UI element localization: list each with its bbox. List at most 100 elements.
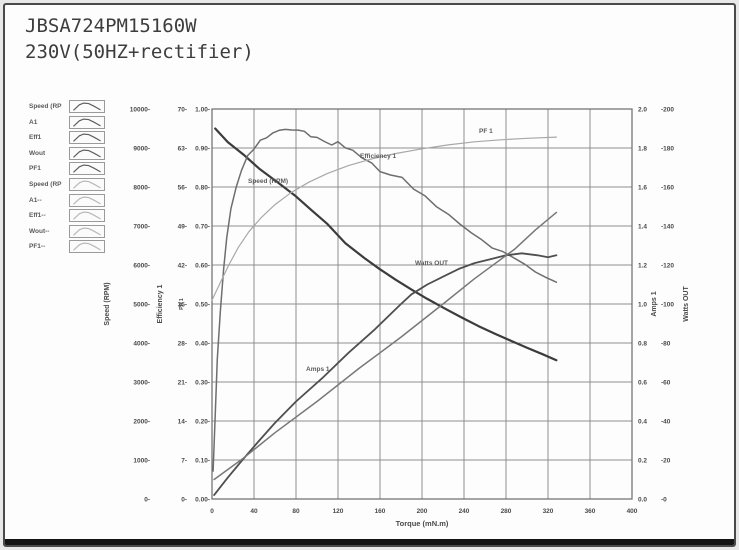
tick-label-amps: 1.4 bbox=[638, 223, 647, 230]
legend-label: Eff1-- bbox=[29, 212, 46, 220]
tick-label-pf: 0.40- bbox=[195, 340, 210, 347]
curve-annotation-efficiency-1: Efficiency 1 bbox=[360, 153, 397, 160]
tick-label-speed: 0- bbox=[144, 496, 150, 503]
tick-label-eff: 14- bbox=[178, 418, 187, 425]
legend-curve-thumbnail bbox=[69, 193, 105, 207]
tick-label-x: 0 bbox=[210, 508, 214, 515]
tick-label-pf: 0.10- bbox=[195, 457, 210, 464]
tick-label-x: 400 bbox=[627, 508, 638, 515]
legend-label: A1-- bbox=[29, 196, 42, 204]
tick-label-eff: 35- bbox=[178, 301, 187, 308]
legend-label: PF1-- bbox=[29, 243, 46, 251]
y-axis-pf: 0.00- 0.10- 0.20- 0.30- 0.40- 0.50- 0.60- 0.70-… bbox=[195, 106, 210, 503]
tick-label-watts: -0 bbox=[661, 496, 667, 503]
tick-label-amps: 1.2 bbox=[638, 262, 647, 269]
y-axis-title-watts: Watts OUT bbox=[683, 286, 690, 322]
model-title: JBSA724PM15160W bbox=[25, 15, 197, 37]
tick-label-speed: 7000- bbox=[133, 223, 150, 230]
tick-label-watts: -20 bbox=[661, 457, 671, 464]
y-axis-title-amps: Amps 1 bbox=[651, 291, 658, 316]
tick-label-pf: 0.90- bbox=[195, 145, 210, 152]
legend-curve-thumbnail bbox=[69, 115, 105, 129]
legend-label: A1 bbox=[29, 118, 38, 126]
legend-item-a1[interactable]: A1-- bbox=[29, 193, 109, 207]
tick-label-amps: 1.6 bbox=[638, 184, 647, 191]
series-pf-1 bbox=[211, 136, 557, 301]
tick-label-x: 320 bbox=[543, 508, 554, 515]
curve-annotation-pf-1: PF 1 bbox=[479, 128, 493, 135]
tick-label-amps: 0.8 bbox=[638, 340, 647, 347]
tick-label-pf: 0.00- bbox=[195, 496, 210, 503]
tick-label-eff: 63- bbox=[178, 145, 187, 152]
tick-label-amps: 2.0 bbox=[638, 106, 647, 113]
legend-item-eff1[interactable]: Eff1 bbox=[29, 131, 109, 145]
series-watts-out bbox=[213, 252, 558, 496]
legend-label: Wout-- bbox=[29, 227, 50, 235]
tick-label-speed: 1000- bbox=[133, 457, 150, 464]
tick-label-eff: 0- bbox=[181, 496, 187, 503]
legend-item-wout[interactable]: Wout bbox=[29, 146, 109, 160]
tick-label-x: 80 bbox=[292, 508, 300, 515]
tick-label-amps: 0.4 bbox=[638, 418, 647, 425]
tick-label-eff: 21- bbox=[178, 379, 187, 386]
performance-chart: 0-1000-2000-3000-4000-5000-6000-7000-800… bbox=[104, 106, 690, 528]
tick-label-pf: 0.20- bbox=[195, 418, 210, 425]
legend-item-pf1[interactable]: PF1 bbox=[29, 162, 109, 176]
tick-label-eff: 49- bbox=[178, 223, 187, 230]
tick-label-x: 120 bbox=[333, 508, 344, 515]
tick-label-speed: 2000- bbox=[133, 418, 150, 425]
legend-curve-thumbnail bbox=[69, 240, 105, 254]
tick-label-speed: 6000- bbox=[133, 262, 150, 269]
legend-label: Speed (RP bbox=[29, 103, 62, 110]
legend-curve-thumbnail bbox=[69, 131, 105, 145]
tick-label-eff: 70- bbox=[178, 106, 187, 113]
legend-item-pf1[interactable]: PF1-- bbox=[29, 240, 109, 254]
y-axis-amps: 0.0 0.2 0.4 0.6 0.8 1.0 1.2 1.4 1.6 1.8 2.0 bbox=[638, 106, 647, 503]
tick-label-watts: -140 bbox=[661, 223, 674, 230]
legend-label: Wout bbox=[29, 149, 46, 157]
tick-label-pf: 0.80- bbox=[195, 184, 210, 191]
legend-label: Eff1 bbox=[29, 134, 42, 142]
tick-label-watts: -60 bbox=[661, 379, 671, 386]
curve-annotation-speed-rpm: Speed (RPM) bbox=[248, 178, 288, 185]
tick-label-eff: 56- bbox=[178, 184, 187, 191]
y-axis-title-pf: PF 1 bbox=[179, 298, 185, 310]
y-axis-watts: -0 -20 -40 -60 -80 -100 -120 -140 -160 -180 -200 bbox=[661, 106, 674, 503]
tick-label-pf: 0.30- bbox=[195, 379, 210, 386]
tick-label-amps: 0.6 bbox=[638, 379, 647, 386]
legend-item-speed-rp[interactable]: Speed (RP bbox=[29, 177, 109, 191]
chart-legend: Speed (RP A1 Eff1 Wout PF1 Speed (RP A1-- Eff1-… bbox=[29, 100, 109, 256]
legend-label: Speed (RP bbox=[29, 180, 62, 188]
legend-item-speed-rp[interactable]: Speed (RP bbox=[29, 100, 109, 113]
tick-label-watts: -100 bbox=[661, 301, 674, 308]
series-efficiency-1 bbox=[212, 128, 558, 472]
title-block: JBSA724PM15160W 230V(50HZ+rectifier) bbox=[25, 13, 254, 65]
tick-label-pf: 0.70- bbox=[195, 223, 210, 230]
legend-item-eff1[interactable]: Eff1-- bbox=[29, 209, 109, 223]
tick-label-x: 240 bbox=[459, 508, 470, 515]
tick-label-speed: 3000- bbox=[133, 379, 150, 386]
tick-label-watts: -200 bbox=[661, 106, 674, 113]
tick-label-pf: 1.00- bbox=[195, 106, 210, 113]
y-axis-title-eff: Efficiency 1 bbox=[157, 284, 164, 323]
legend-curve-thumbnail bbox=[69, 146, 105, 160]
series-speed-rpm bbox=[214, 127, 558, 362]
curve-annotation-watts-out: Watts OUT bbox=[415, 260, 448, 267]
tick-label-x: 280 bbox=[501, 508, 512, 515]
tick-label-eff: 28- bbox=[178, 340, 187, 347]
legend-item-wout[interactable]: Wout-- bbox=[29, 224, 109, 238]
tick-label-watts: -160 bbox=[661, 184, 674, 191]
tick-label-amps: 0.2 bbox=[638, 457, 647, 464]
tick-label-eff: 42- bbox=[178, 262, 187, 269]
legend-label: PF1 bbox=[29, 165, 41, 173]
legend-item-a1[interactable]: A1 bbox=[29, 115, 109, 129]
legend-curve-thumbnail bbox=[69, 177, 105, 191]
bottom-bar bbox=[5, 539, 734, 545]
tick-label-speed: 10000- bbox=[130, 106, 150, 113]
tick-label-eff: 7- bbox=[181, 457, 187, 464]
tick-label-speed: 8000- bbox=[133, 184, 150, 191]
y-axis-speed: 0- 1000- 2000- 3000- 4000- 5000- 6000- 7000- 800… bbox=[130, 106, 150, 503]
series-amps-1 bbox=[213, 211, 558, 481]
y-axis-eff: 0- 7- 14- 21- 28- 35- 42- 49- 56- 63- 70- bbox=[178, 106, 187, 503]
tick-label-watts: -80 bbox=[661, 340, 671, 347]
